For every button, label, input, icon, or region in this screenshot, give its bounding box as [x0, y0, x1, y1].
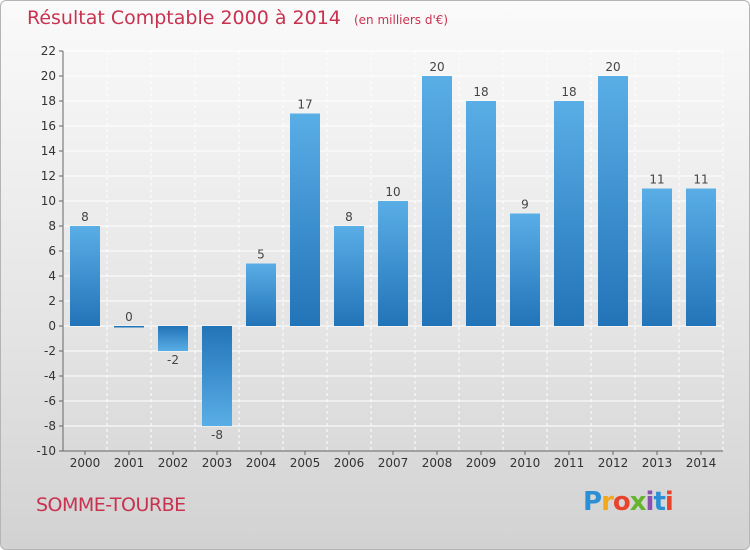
- y-tick-label: 20: [41, 69, 56, 83]
- data-label-2008: 20: [429, 60, 444, 74]
- y-tick-label: 6: [48, 244, 56, 258]
- data-label-2013: 11: [649, 173, 664, 187]
- data-label-2012: 20: [605, 60, 620, 74]
- bar-2009: [466, 101, 496, 326]
- data-label-2004: 5: [257, 248, 265, 262]
- x-tick-label: 2001: [114, 456, 145, 470]
- data-label-2006: 8: [345, 210, 353, 224]
- y-tick-label: 8: [48, 219, 56, 233]
- data-label-2007: 10: [385, 185, 400, 199]
- data-label-2001: 0: [125, 310, 133, 324]
- x-tick-label: 2004: [246, 456, 277, 470]
- x-tick-label: 2009: [466, 456, 497, 470]
- x-tick-label: 2013: [642, 456, 673, 470]
- bar-2004: [246, 263, 276, 326]
- bar-2013: [642, 188, 672, 326]
- y-tick-label: 12: [41, 169, 56, 183]
- brand-letter: P: [583, 487, 602, 517]
- bar-2011: [554, 101, 584, 326]
- brand-letter: r: [601, 487, 614, 517]
- brand-letter: i: [664, 487, 674, 517]
- data-label-2000: 8: [81, 210, 89, 224]
- title-block: Résultat Comptable 2000 à 2014 (en milli…: [27, 7, 448, 29]
- data-label-2011: 18: [561, 85, 576, 99]
- bar-2007: [378, 201, 408, 326]
- data-label-2009: 18: [473, 85, 488, 99]
- bar-2000: [70, 226, 100, 326]
- y-tick-label: 4: [48, 269, 56, 283]
- data-label-2010: 9: [521, 198, 529, 212]
- x-tick-label: 2011: [554, 456, 585, 470]
- bar-2006: [334, 226, 364, 326]
- bar-2002: [158, 326, 188, 351]
- brand-letter: i: [645, 487, 655, 517]
- x-tick-label: 2014: [686, 456, 717, 470]
- bar-2008: [422, 76, 452, 326]
- y-tick-label: -4: [44, 369, 56, 383]
- bar-2014: [686, 188, 716, 326]
- y-tick-label: -10: [36, 444, 56, 458]
- y-tick-label: 22: [41, 44, 56, 58]
- y-tick-label: 16: [41, 119, 56, 133]
- chart-subtitle: (en milliers d'€): [353, 13, 449, 27]
- bar-2010: [510, 213, 540, 326]
- bar-2001: [114, 326, 144, 328]
- y-tick-label: -2: [44, 344, 56, 358]
- data-label-2005: 17: [297, 98, 312, 112]
- bar-2005: [290, 113, 320, 326]
- y-tick-label: -6: [44, 394, 56, 408]
- commune-name: SOMME-TOURBE: [36, 494, 186, 516]
- data-label-2002: -2: [167, 353, 179, 367]
- x-tick-label: 2005: [290, 456, 321, 470]
- brand-letter: o: [612, 487, 631, 517]
- y-tick-label: 10: [41, 194, 56, 208]
- bar-2003: [202, 326, 232, 426]
- x-tick-label: 2012: [598, 456, 629, 470]
- y-tick-label: 0: [48, 319, 56, 333]
- bars: [70, 76, 716, 426]
- axes: -10 -8 -6 -4 -2 0 2 4 6 8 10 12 14 16 18 20 22 2000 2001 20…: [36, 44, 723, 470]
- x-tick-label: 2000: [70, 456, 101, 470]
- chart-title: Résultat Comptable 2000 à 2014: [27, 7, 341, 29]
- brand-logo: Proxiti: [583, 487, 674, 517]
- brand-letter: x: [629, 487, 647, 517]
- data-label-2003: -8: [211, 428, 223, 442]
- data-label-2014: 11: [693, 173, 708, 187]
- x-tick-label: 2003: [202, 456, 233, 470]
- y-tick-label: 2: [48, 294, 56, 308]
- y-tick-label: 14: [41, 144, 56, 158]
- x-tick-label: 2006: [334, 456, 365, 470]
- brand-letter: t: [653, 487, 665, 517]
- data-labels: 8 0 -2 -8 5 17 8 10 20 18 9 18 20 11 11: [81, 60, 708, 442]
- x-tick-label: 2002: [158, 456, 189, 470]
- x-tick-label: 2008: [422, 456, 453, 470]
- x-tick-label: 2010: [510, 456, 541, 470]
- y-tick-label: 18: [41, 94, 56, 108]
- bar-2012: [598, 76, 628, 326]
- y-tick-label: -8: [44, 419, 56, 433]
- x-tick-label: 2007: [378, 456, 409, 470]
